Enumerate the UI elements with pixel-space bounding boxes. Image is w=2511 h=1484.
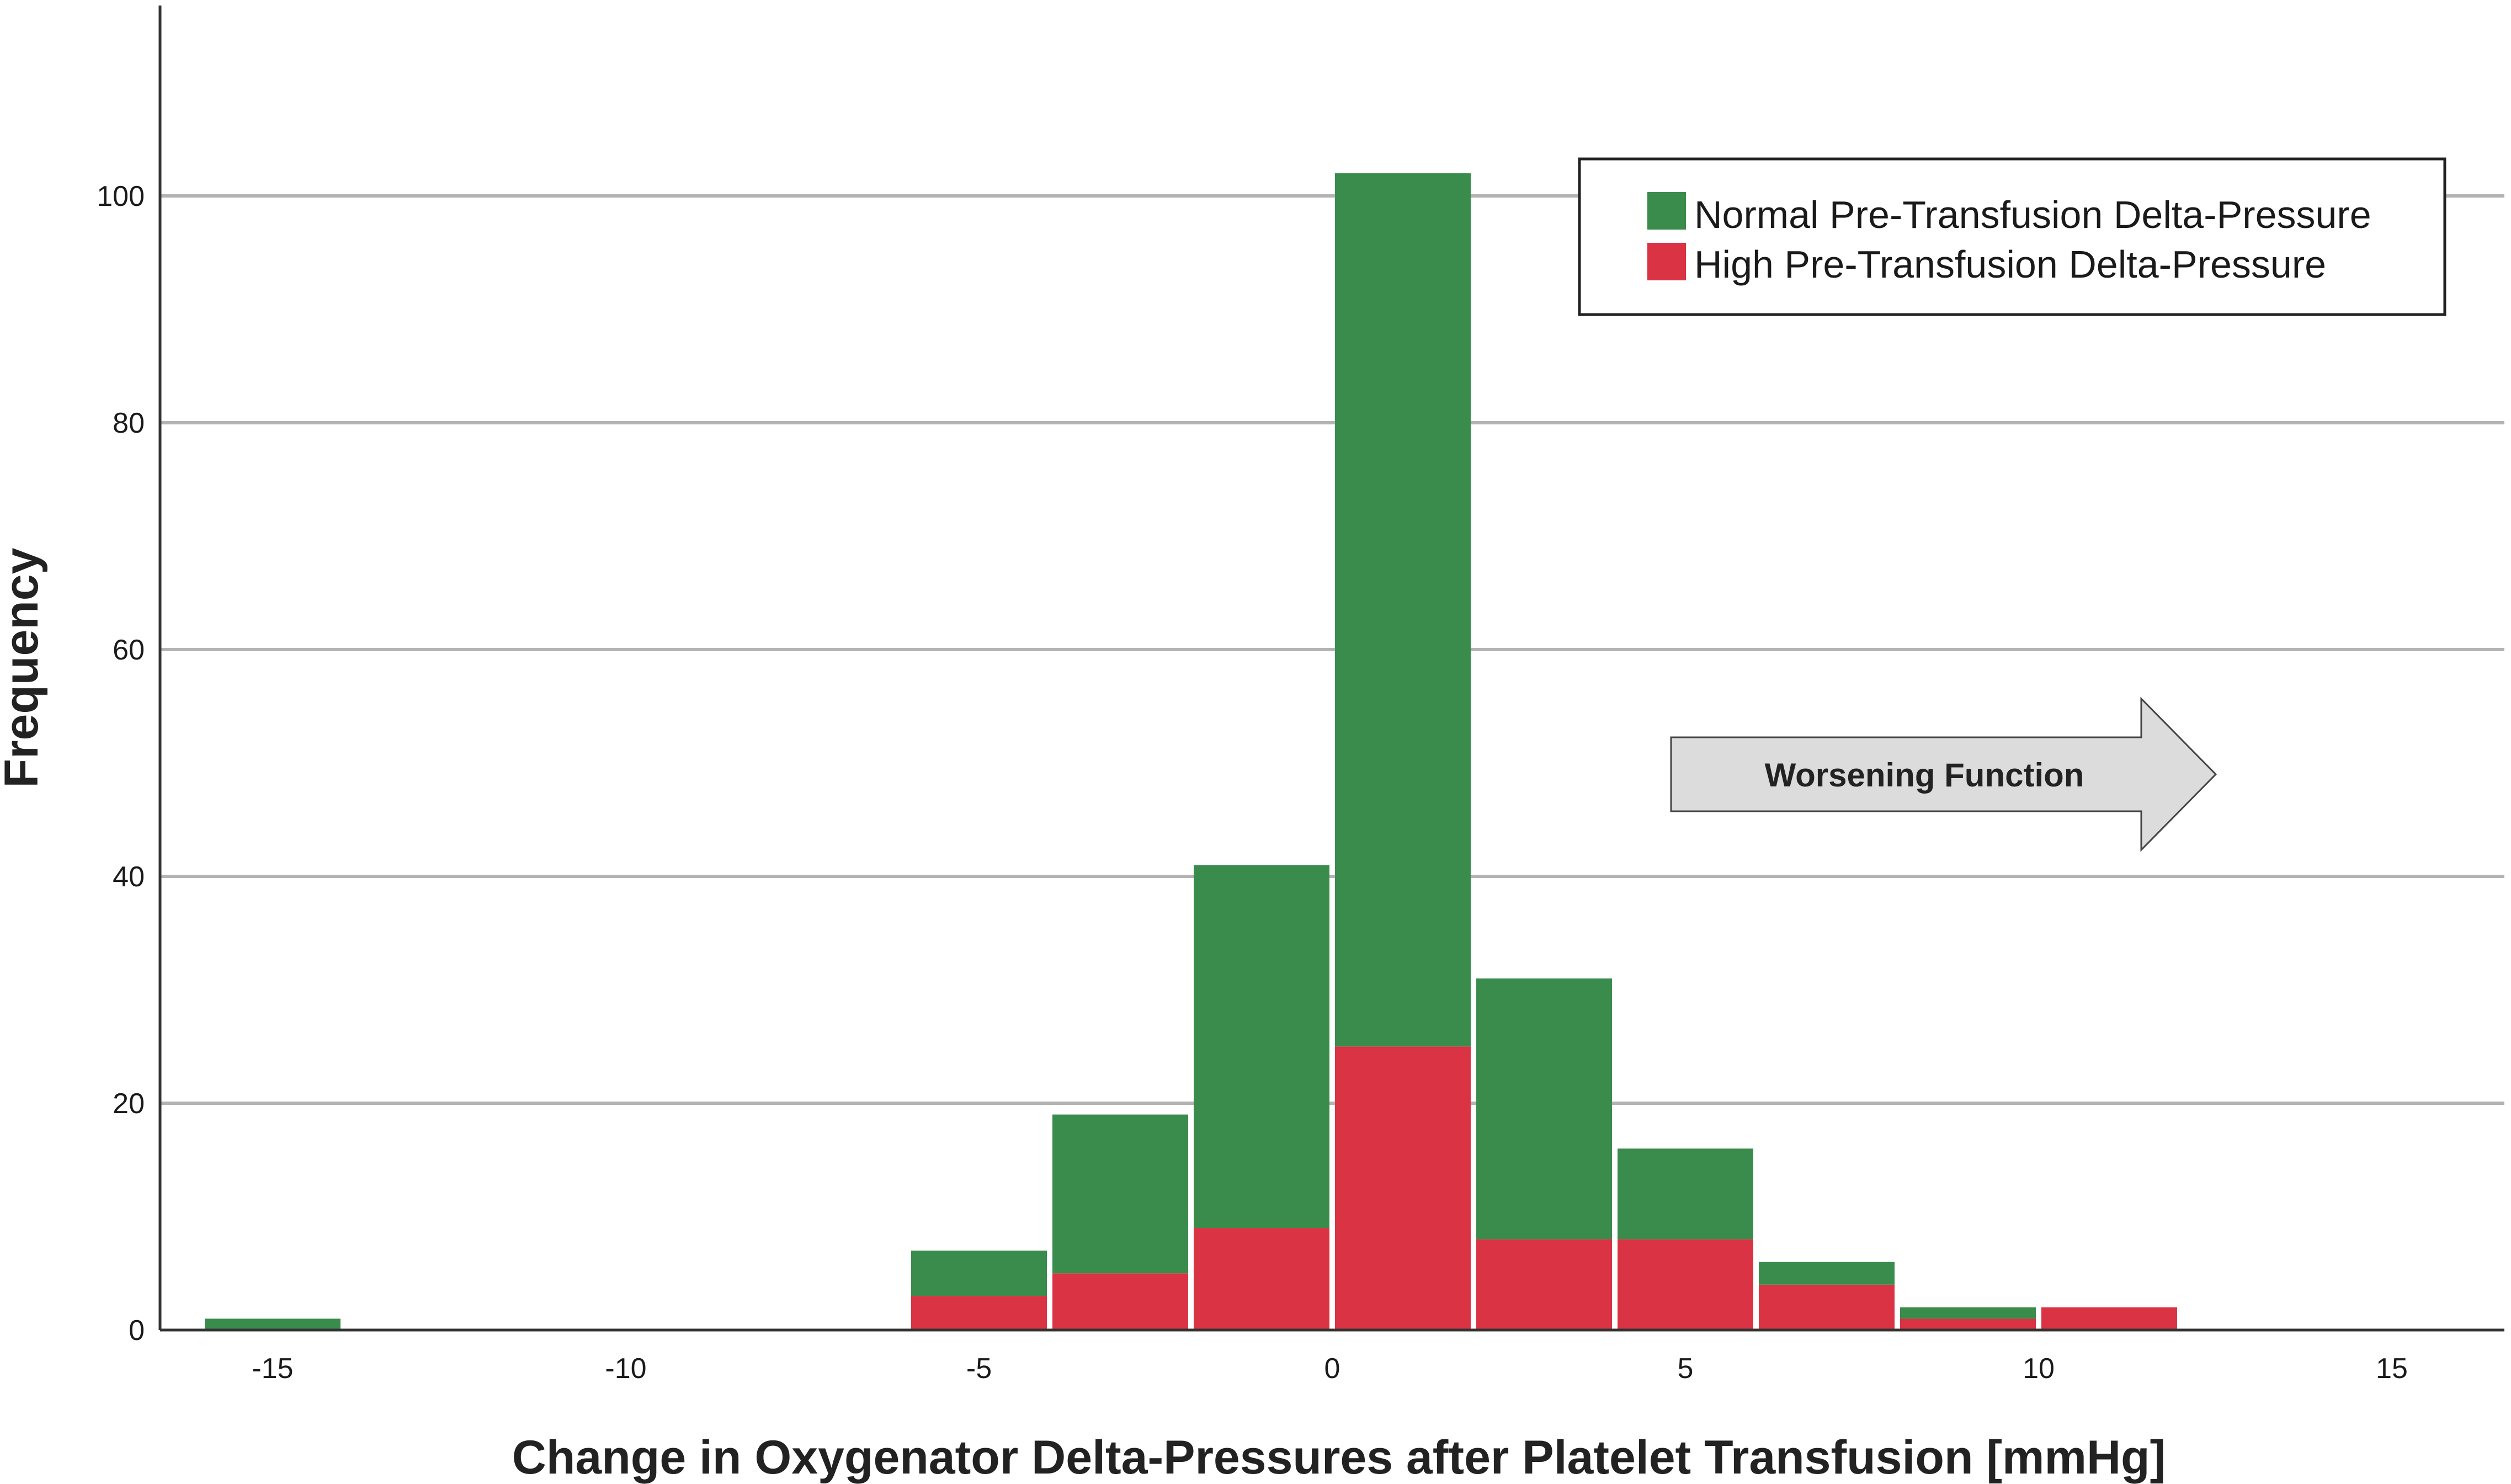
bar-high-2 — [1052, 1273, 1188, 1330]
bar-normal-7 — [1759, 1262, 1895, 1285]
bar-high-1 — [911, 1296, 1047, 1330]
x-axis-title: Change in Oxygenator Delta-Pressures aft… — [512, 1431, 2166, 1484]
x-tick-label-4: 5 — [1678, 1353, 1694, 1385]
axes — [158, 6, 2504, 1332]
y-tick-label-2: 40 — [113, 861, 145, 893]
y-tick-label-4: 80 — [113, 407, 145, 439]
bar-high-3 — [1194, 1228, 1329, 1330]
bar-high-4 — [1335, 1046, 1471, 1330]
y-tick-label-3: 60 — [113, 634, 145, 666]
gridlines — [160, 194, 2504, 1105]
right-arrow-icon — [1670, 696, 2217, 852]
y-tick-label-0: 0 — [129, 1315, 145, 1347]
bar-high-7 — [1759, 1284, 1895, 1330]
bar-high-6 — [1618, 1239, 1753, 1330]
legend-label-normal: Normal Pre-Transfusion Delta-Pressure — [1694, 193, 2371, 236]
worsening-function-annotation: Worsening Function — [1670, 696, 2217, 852]
x-tick-label-1: -10 — [605, 1353, 646, 1385]
y-tick-label-5: 100 — [97, 180, 145, 212]
x-tick-label-5: 10 — [2023, 1353, 2055, 1385]
bar-normal-2 — [1052, 1114, 1188, 1274]
x-tick-label-0: -15 — [252, 1353, 293, 1385]
bar-normal-4 — [1335, 173, 1471, 1047]
annotation-text: Worsening Function — [1765, 757, 2084, 794]
tick-labels: -15 -10 -5 0 5 10 15 0 20 40 60 80 100 — [97, 180, 2408, 1385]
bar-normal-8 — [1900, 1307, 2036, 1319]
bars — [205, 173, 2177, 1330]
bar-normal-3 — [1194, 865, 1329, 1228]
bar-normal-6 — [1618, 1148, 1753, 1240]
bar-normal-0 — [205, 1318, 341, 1330]
legend-box — [1578, 157, 2446, 316]
legend-label-high: High Pre-Transfusion Delta-Pressure — [1694, 243, 2326, 286]
x-tick-label-6: 15 — [2376, 1353, 2408, 1385]
y-tick-label-1: 20 — [113, 1088, 145, 1120]
x-tick-label-2: -5 — [966, 1353, 992, 1385]
legend-swatch-normal — [1647, 192, 1686, 230]
y-axis-title: Frequency — [0, 547, 48, 788]
bar-high-9 — [2041, 1307, 2177, 1330]
legend-swatch-high — [1647, 243, 1686, 280]
bar-high-8 — [1900, 1318, 2036, 1330]
bar-normal-5 — [1476, 978, 1612, 1240]
legend: Normal Pre-Transfusion Delta-Pressure Hi… — [1578, 157, 2446, 316]
x-tick-label-3: 0 — [1324, 1353, 1340, 1385]
bar-normal-1 — [911, 1251, 1047, 1296]
bar-high-5 — [1476, 1239, 1612, 1330]
